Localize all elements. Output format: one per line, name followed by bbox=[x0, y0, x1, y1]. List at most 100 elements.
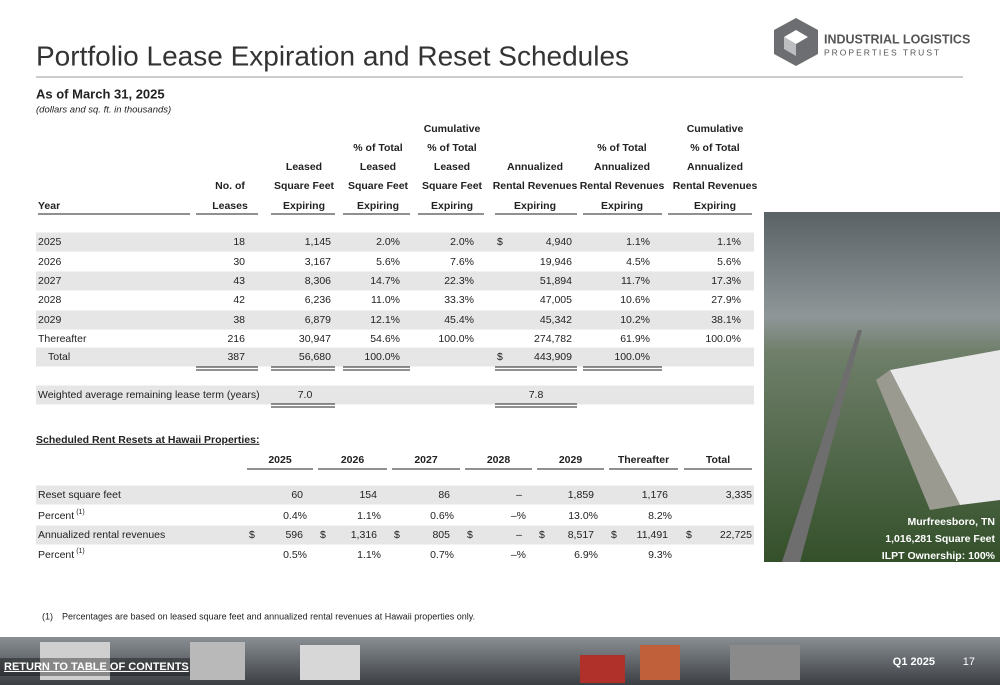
column-header: Square Feet bbox=[422, 180, 483, 192]
cell: 7.8 bbox=[529, 389, 544, 401]
row-label: Annualized rental revenues bbox=[38, 529, 165, 541]
cell: 13.0% bbox=[568, 510, 598, 522]
cell: 2029 bbox=[38, 314, 62, 326]
section-title: Scheduled Rent Resets at Hawaii Properti… bbox=[36, 434, 259, 446]
column-header: Annualized bbox=[687, 161, 743, 173]
cell: 54.6% bbox=[370, 333, 400, 345]
cell: 5.6% bbox=[376, 256, 400, 268]
cell: 8,517 bbox=[568, 529, 594, 541]
column-header: 2029 bbox=[559, 454, 583, 466]
column-header: Rental Revenues bbox=[493, 180, 578, 192]
logo-text: PROPERTIES TRUST bbox=[824, 47, 941, 57]
currency: $ bbox=[394, 529, 400, 541]
cell: 0.6% bbox=[430, 510, 454, 522]
currency: $ bbox=[497, 236, 503, 248]
row-label: Percent bbox=[38, 549, 74, 561]
cell: 4.5% bbox=[626, 256, 650, 268]
period: Q1 2025 bbox=[893, 656, 935, 668]
currency: $ bbox=[467, 529, 473, 541]
cell: 4,940 bbox=[546, 236, 572, 248]
column-header: No. of bbox=[215, 180, 245, 192]
cell: 47,005 bbox=[540, 294, 572, 306]
column-header: Square Feet bbox=[274, 180, 335, 192]
cell: 30,947 bbox=[299, 333, 331, 345]
photo-caption: 1,016,281 Square Feet bbox=[885, 533, 995, 545]
currency: $ bbox=[249, 529, 255, 541]
toc-link[interactable]: RETURN TO TABLE OF CONTENTS bbox=[4, 661, 189, 673]
cell: 805 bbox=[432, 529, 450, 541]
cell: 60 bbox=[291, 489, 303, 501]
column-header: Expiring bbox=[357, 200, 399, 212]
column-header: Annualized bbox=[507, 161, 563, 173]
cell: 56,680 bbox=[299, 351, 331, 363]
row-shade bbox=[36, 525, 754, 545]
photo bbox=[764, 212, 1000, 562]
cell: 1,316 bbox=[351, 529, 377, 541]
cell: 19,946 bbox=[540, 256, 572, 268]
cell: 33.3% bbox=[444, 294, 474, 306]
row-shade bbox=[36, 232, 754, 252]
cell: 17.3% bbox=[711, 275, 741, 287]
photo-caption: ILPT Ownership: 100% bbox=[882, 550, 996, 562]
cell: 45.4% bbox=[444, 314, 474, 326]
cell: –% bbox=[511, 510, 526, 522]
cell: 2027 bbox=[38, 275, 62, 287]
column-header: Cumulative bbox=[424, 123, 481, 135]
cell: 11.7% bbox=[621, 275, 650, 287]
cell: 45,342 bbox=[540, 314, 572, 326]
column-header: Expiring bbox=[431, 200, 473, 212]
logo-icon bbox=[774, 18, 818, 66]
cell: – bbox=[516, 489, 522, 501]
column-header: 2027 bbox=[414, 454, 438, 466]
column-header: Expiring bbox=[601, 200, 643, 212]
cell: 51,894 bbox=[540, 275, 572, 287]
column-header: % of Total bbox=[353, 142, 402, 154]
cell: 11,491 bbox=[637, 529, 668, 541]
cell: 12.1% bbox=[370, 314, 400, 326]
cell: 2.0% bbox=[376, 236, 400, 248]
cell: 5.6% bbox=[717, 256, 741, 268]
cell: 1,859 bbox=[568, 489, 594, 501]
column-header: 2026 bbox=[341, 454, 365, 466]
column-header: Leases bbox=[212, 200, 248, 212]
currency: $ bbox=[497, 351, 503, 363]
column-header: Expiring bbox=[694, 200, 736, 212]
cell: 1.1% bbox=[626, 236, 650, 248]
cell: 0.7% bbox=[430, 549, 454, 561]
cell: 18 bbox=[233, 236, 245, 248]
cell: 7.6% bbox=[450, 256, 474, 268]
column-header: Leased bbox=[360, 161, 396, 173]
cell: 10.6% bbox=[620, 294, 650, 306]
cell: 6,236 bbox=[305, 294, 331, 306]
column-header: 2028 bbox=[487, 454, 511, 466]
column-header: Leased bbox=[286, 161, 322, 173]
column-header: Expiring bbox=[283, 200, 325, 212]
column-header: Rental Revenues bbox=[673, 180, 758, 192]
title: Portfolio Lease Expiration and Reset Sch… bbox=[36, 40, 629, 71]
superscript: (1) bbox=[76, 548, 85, 555]
row-shade bbox=[36, 271, 754, 291]
cell: 27.9% bbox=[711, 294, 741, 306]
cell: 6.9% bbox=[574, 549, 598, 561]
cell: 22,725 bbox=[720, 529, 752, 541]
column-header: Rental Revenues bbox=[580, 180, 665, 192]
currency: $ bbox=[320, 529, 326, 541]
cell: 443,909 bbox=[534, 351, 572, 363]
cell: 6,879 bbox=[305, 314, 331, 326]
cell: 216 bbox=[227, 333, 245, 345]
cell: 2.0% bbox=[450, 236, 474, 248]
row-label: Percent bbox=[38, 510, 74, 522]
cell: 10.2% bbox=[620, 314, 650, 326]
cell: 14.7% bbox=[370, 275, 400, 287]
cell: 86 bbox=[438, 489, 450, 501]
column-header: Square Feet bbox=[348, 180, 409, 192]
column-header: % of Total bbox=[427, 142, 476, 154]
cell: 1.1% bbox=[717, 236, 741, 248]
link-bg bbox=[0, 658, 190, 676]
currency: $ bbox=[539, 529, 545, 541]
cell: 3,335 bbox=[726, 489, 752, 501]
column-header: Year bbox=[38, 200, 60, 212]
cell: 1.1% bbox=[357, 549, 381, 561]
cell: 2028 bbox=[38, 294, 62, 306]
